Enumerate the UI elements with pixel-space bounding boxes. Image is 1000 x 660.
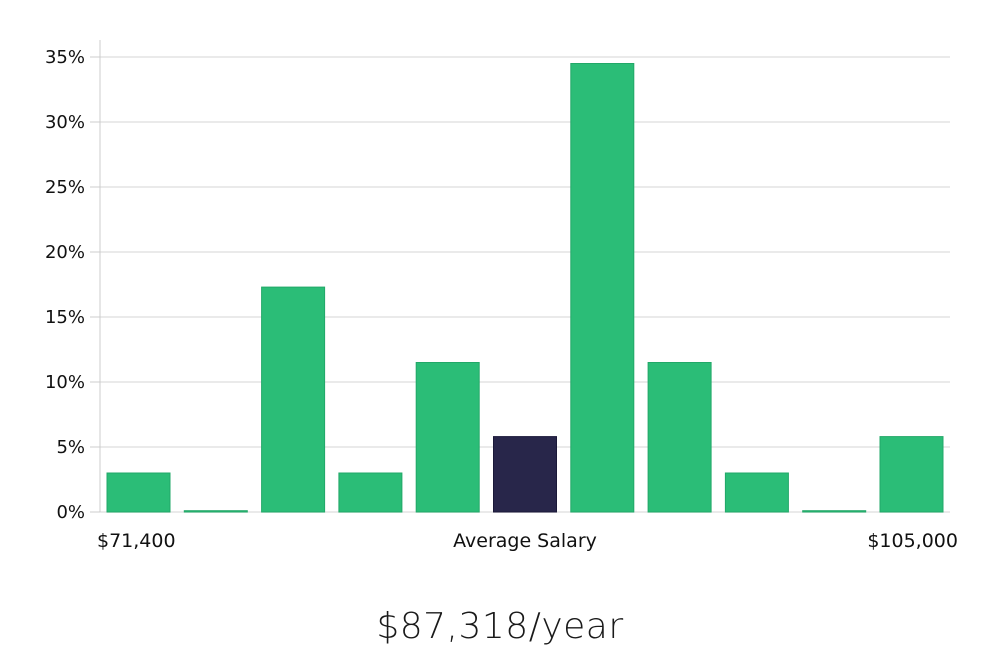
bar [415,362,480,513]
bar [261,286,326,513]
y-tick-label: 0% [56,502,85,523]
salary-histogram: 0% 5% 10% 15% 20% 25% 30% 35% $71,400 Average S… [45,40,958,552]
y-tick-label: 10% [45,372,85,393]
y-tick-label: 30% [45,112,85,133]
bar [338,472,403,513]
y-tick-label: 25% [45,177,85,198]
average-salary-value: $87,318/year [376,606,624,647]
x-label-average: Average Salary [453,530,597,552]
bar [570,63,635,513]
bar [802,510,867,513]
x-label-min: $71,400 [97,530,176,552]
y-tick-label: 35% [45,47,85,68]
bars [106,63,944,513]
bar-average [493,436,557,513]
x-axis: $71,400 Average Salary $105,000 [97,530,958,552]
bar [879,436,944,513]
bar [183,510,248,513]
x-label-max: $105,000 [867,530,958,552]
y-tick-label: 5% [56,437,85,458]
bar [724,472,789,513]
y-tick-label: 15% [45,307,85,328]
bar [106,472,171,513]
bar [647,362,712,513]
grid-lines [100,56,950,513]
y-tick-label: 20% [45,242,85,263]
y-axis: 0% 5% 10% 15% 20% 25% 30% 35% [45,40,101,523]
